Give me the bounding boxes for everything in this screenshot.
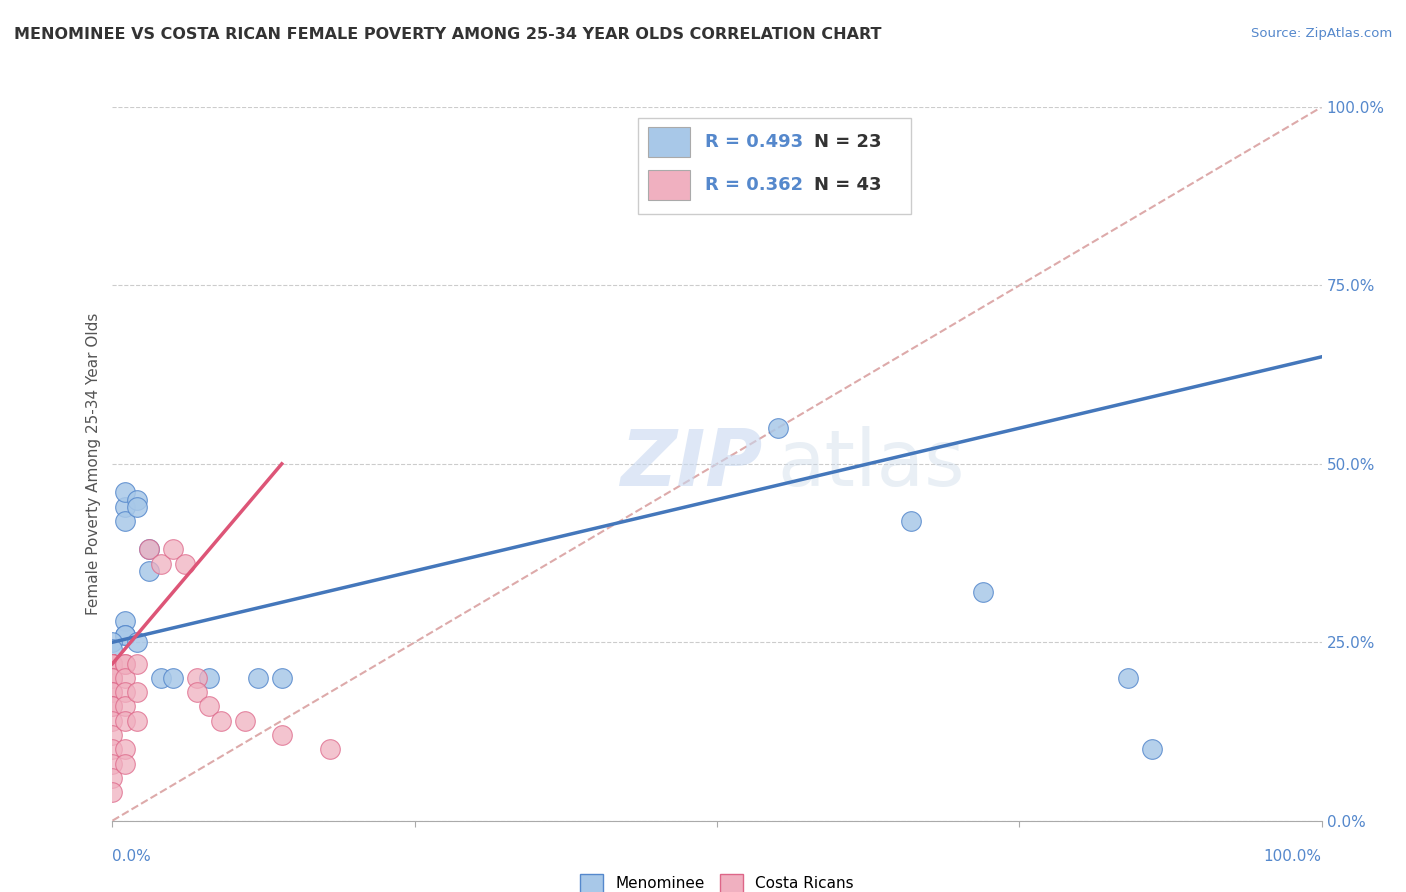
Point [114, 514, 136, 528]
Point [101, 657, 124, 671]
Point [209, 714, 232, 728]
Point [972, 585, 994, 599]
Point [186, 685, 208, 699]
Point [174, 557, 197, 571]
Text: 0.0%: 0.0% [112, 849, 152, 863]
Point [235, 714, 257, 728]
Text: ZIP: ZIP [620, 425, 762, 502]
Point [198, 699, 221, 714]
Point [101, 728, 124, 742]
Point [114, 742, 136, 756]
Point [149, 671, 172, 685]
Point [198, 671, 221, 685]
Point [138, 564, 160, 578]
Point [138, 542, 160, 557]
Text: MENOMINEE VS COSTA RICAN FEMALE POVERTY AMONG 25-34 YEAR OLDS CORRELATION CHART: MENOMINEE VS COSTA RICAN FEMALE POVERTY … [14, 27, 882, 42]
Point [114, 714, 136, 728]
Point [319, 742, 342, 756]
Point [101, 699, 124, 714]
Point [114, 657, 136, 671]
Point [101, 642, 124, 657]
Point [162, 671, 184, 685]
Text: N = 43: N = 43 [814, 176, 882, 194]
Point [101, 657, 124, 671]
Point [101, 671, 124, 685]
Point [125, 657, 148, 671]
Point [101, 685, 124, 699]
Point [114, 614, 136, 628]
Point [125, 635, 148, 649]
Text: 100.0%: 100.0% [1264, 849, 1322, 863]
Point [114, 699, 136, 714]
Point [101, 742, 124, 756]
Point [162, 542, 184, 557]
Point [101, 657, 124, 671]
FancyBboxPatch shape [638, 118, 911, 214]
Point [101, 657, 124, 671]
Text: N = 23: N = 23 [814, 133, 882, 151]
Point [101, 635, 124, 649]
Point [101, 671, 124, 685]
Point [270, 671, 292, 685]
Point [101, 785, 124, 799]
Point [101, 657, 124, 671]
Point [1116, 671, 1139, 685]
Point [101, 657, 124, 671]
Point [186, 671, 208, 685]
Point [114, 500, 136, 514]
Text: Source: ZipAtlas.com: Source: ZipAtlas.com [1251, 27, 1392, 40]
Point [149, 557, 172, 571]
Legend: Menominee, Costa Ricans: Menominee, Costa Ricans [574, 868, 860, 892]
Point [101, 657, 124, 671]
Point [114, 628, 136, 642]
Point [101, 671, 124, 685]
Point [900, 514, 922, 528]
Point [101, 699, 124, 714]
Point [114, 485, 136, 500]
Text: atlas: atlas [778, 425, 965, 502]
Point [114, 657, 136, 671]
Point [101, 657, 124, 671]
Point [125, 714, 148, 728]
Point [125, 492, 148, 507]
Point [114, 756, 136, 771]
Point [114, 685, 136, 699]
Point [138, 542, 160, 557]
Bar [648, 169, 690, 200]
Point [246, 671, 269, 685]
Point [114, 628, 136, 642]
Y-axis label: Female Poverty Among 25-34 Year Olds: Female Poverty Among 25-34 Year Olds [86, 313, 101, 615]
Point [101, 714, 124, 728]
Point [114, 671, 136, 685]
Text: R = 0.362: R = 0.362 [704, 176, 803, 194]
Point [125, 685, 148, 699]
Point [270, 728, 292, 742]
Point [1142, 742, 1164, 756]
Point [101, 756, 124, 771]
Point [101, 771, 124, 785]
Text: R = 0.493: R = 0.493 [704, 133, 803, 151]
Point [101, 685, 124, 699]
Bar [648, 127, 690, 157]
Point [766, 421, 789, 435]
Point [125, 500, 148, 514]
